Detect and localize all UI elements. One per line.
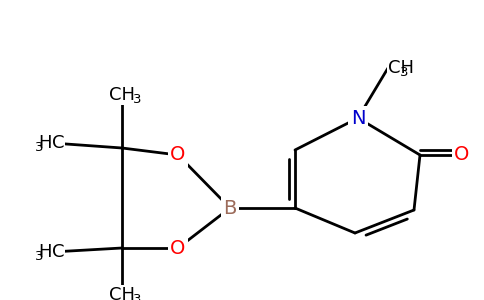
Text: 3: 3 — [133, 93, 141, 106]
Text: B: B — [223, 199, 237, 218]
Text: 3: 3 — [133, 293, 141, 300]
Text: CH: CH — [109, 286, 135, 300]
Text: C: C — [52, 243, 64, 261]
Text: 3: 3 — [35, 250, 44, 263]
Text: O: O — [170, 238, 186, 257]
Text: CH: CH — [109, 86, 135, 104]
Text: H: H — [39, 134, 52, 152]
Text: 3: 3 — [400, 66, 408, 80]
Text: CH: CH — [388, 59, 414, 77]
Text: H: H — [39, 243, 52, 261]
Text: O: O — [170, 146, 186, 164]
Text: O: O — [454, 146, 469, 164]
Text: N: N — [351, 109, 365, 128]
Text: C: C — [52, 134, 64, 152]
Text: 3: 3 — [35, 141, 44, 154]
